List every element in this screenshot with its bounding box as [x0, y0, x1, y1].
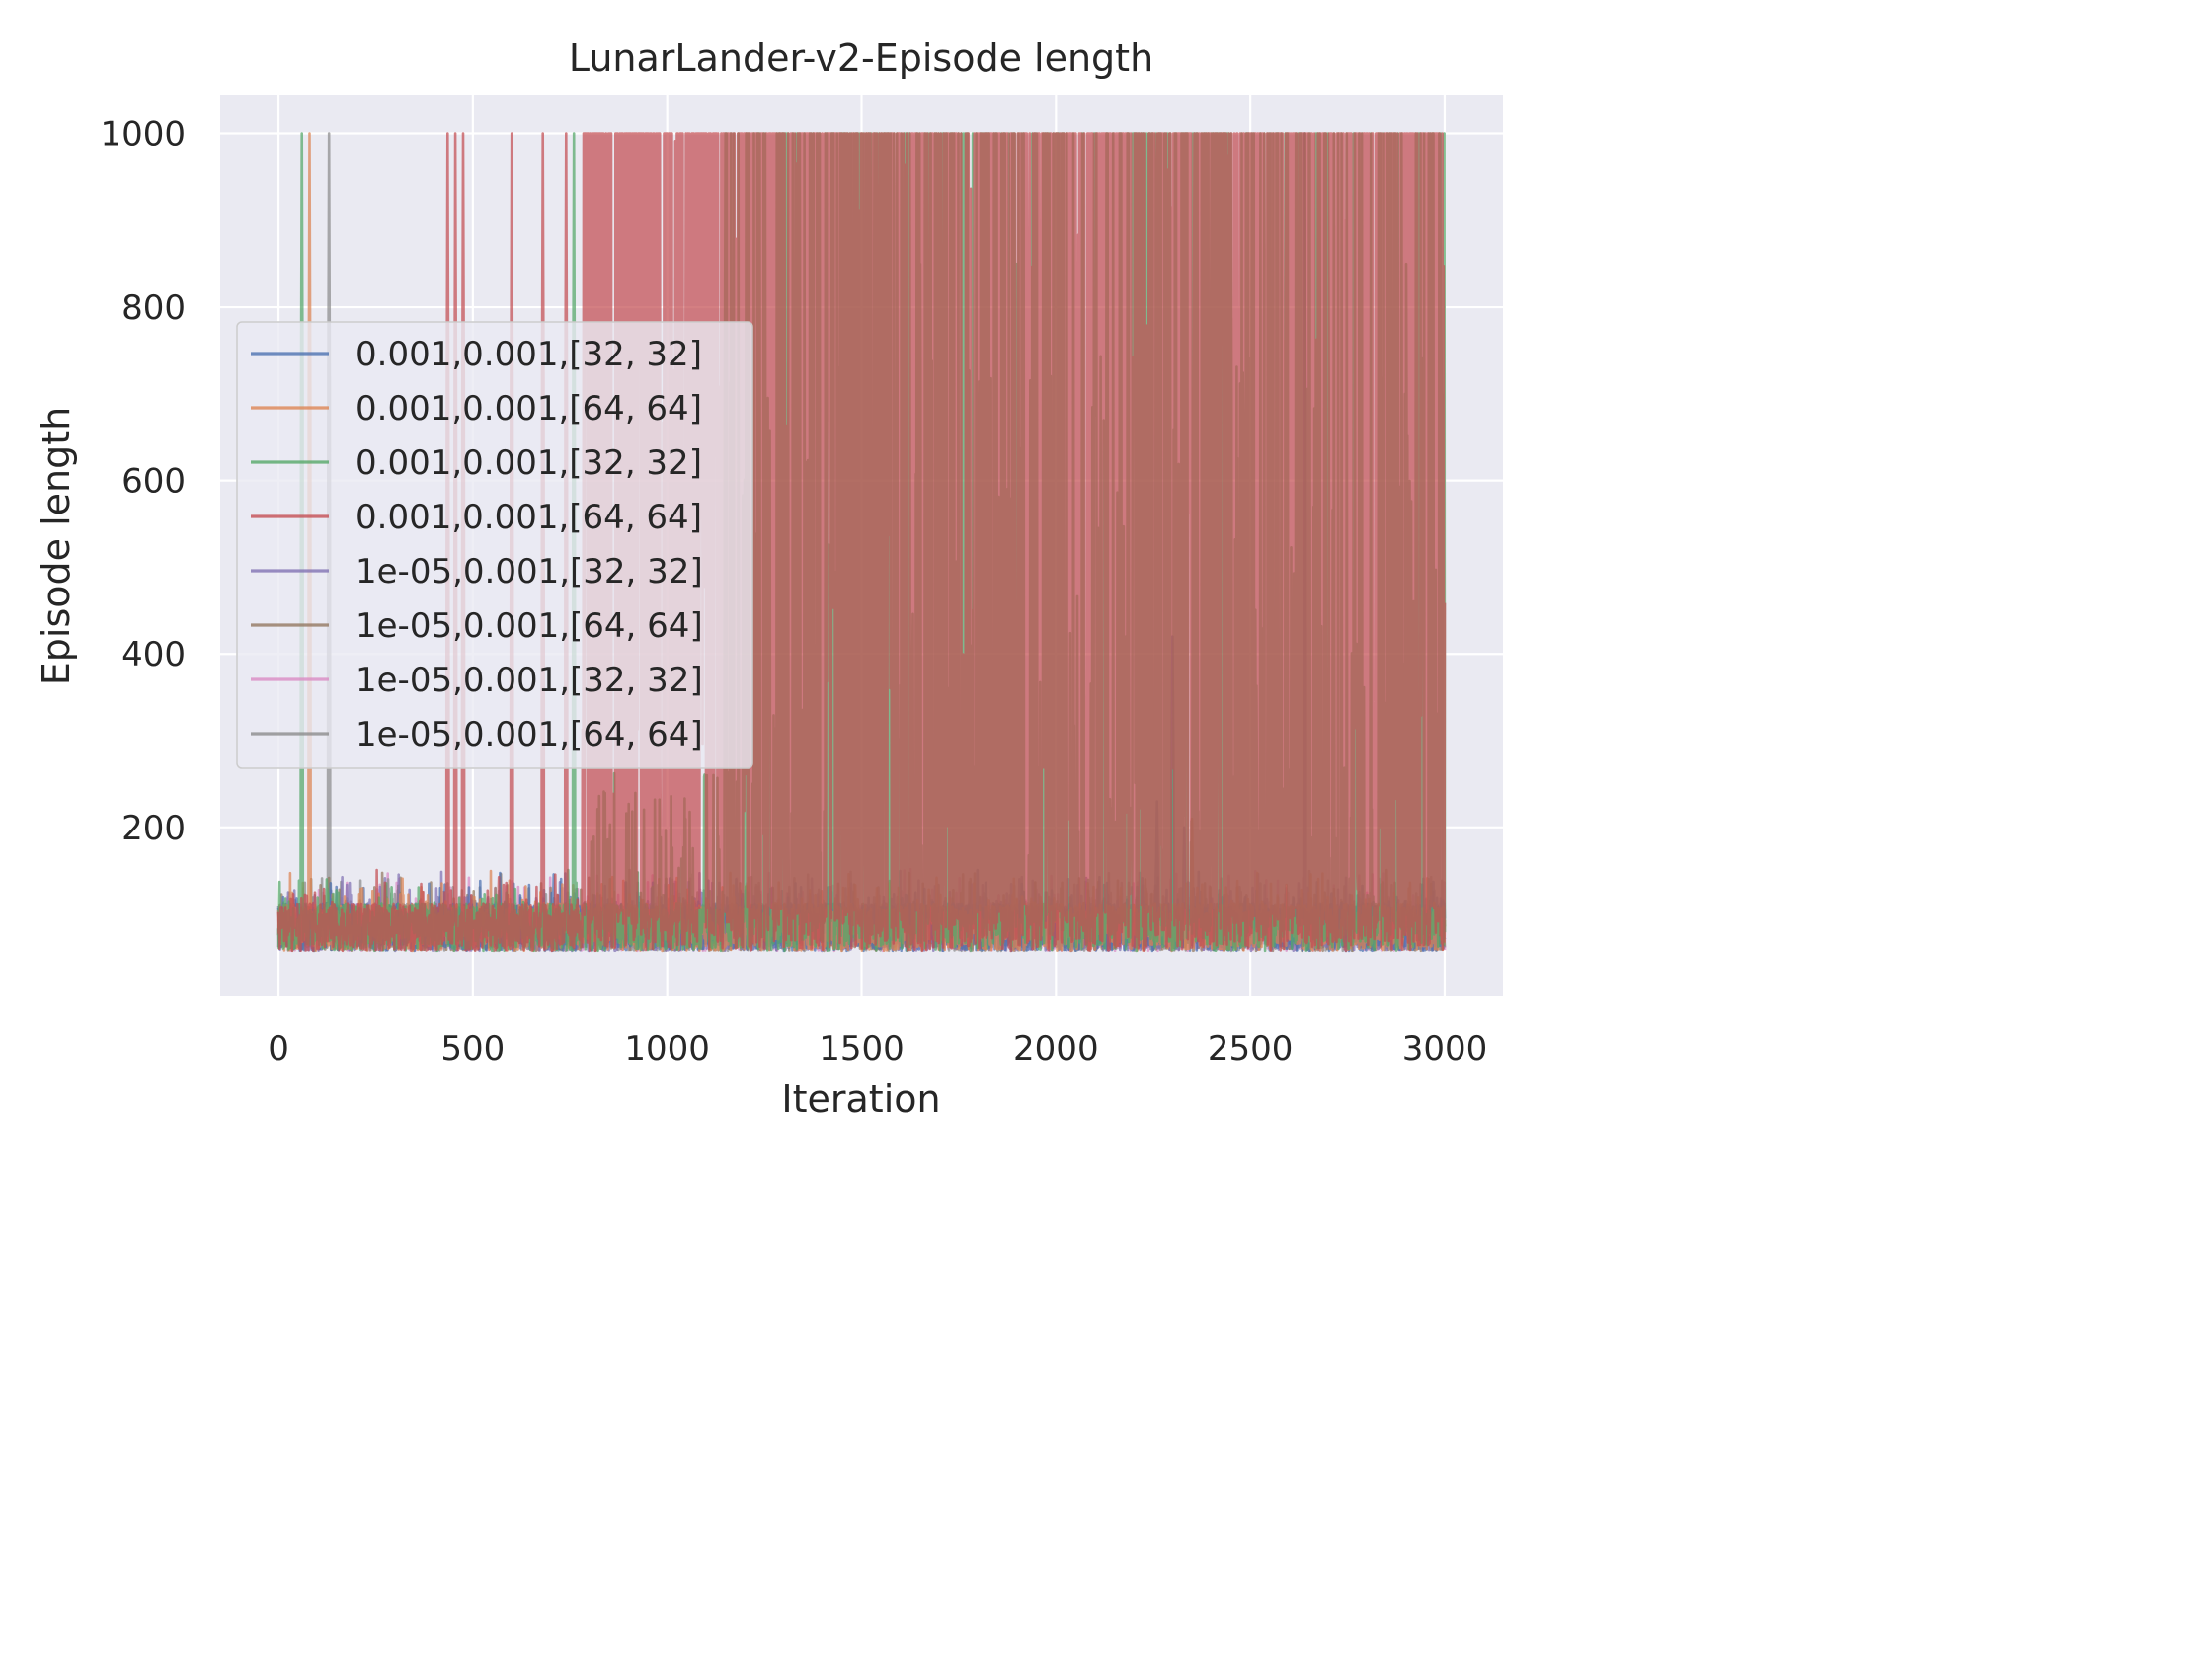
legend-label: 1e-05,0.001,[64, 64]: [356, 606, 703, 646]
line-chart: LunarLander-v2-Episode length 0 500 1000 15…: [35, 37, 1503, 1121]
x-tick-label: 2000: [1013, 1029, 1099, 1068]
x-axis-label: Iteration: [781, 1077, 940, 1121]
x-tick-label: 0: [268, 1029, 289, 1068]
series-line: [276, 132, 1447, 953]
legend-label: 1e-05,0.001,[64, 64]: [356, 715, 703, 754]
y-tick-labels: 200 400 600 800 1000: [100, 116, 186, 848]
y-tick-label: 400: [121, 635, 186, 674]
y-tick-label: 200: [121, 809, 186, 848]
x-tick-label: 2500: [1208, 1029, 1294, 1068]
legend-label: 1e-05,0.001,[32, 32]: [356, 552, 703, 592]
y-tick-label: 800: [121, 288, 186, 328]
x-tick-label: 500: [440, 1029, 505, 1068]
legend-label: 0.001,0.001,[32, 32]: [356, 443, 702, 483]
legend-box: [236, 321, 753, 769]
x-tick-label: 1000: [624, 1029, 710, 1068]
y-tick-label: 1000: [100, 116, 186, 155]
legend: 0.001,0.001,[32, 32] 0.001,0.001,[64, 64]…: [236, 321, 753, 769]
x-tick-label: 1500: [819, 1029, 905, 1068]
x-tick-label: 3000: [1402, 1029, 1488, 1068]
legend-label: 0.001,0.001,[64, 64]: [356, 389, 702, 429]
y-axis-label: Episode length: [35, 407, 78, 685]
x-tick-labels: 0 500 1000 1500 2000 2500 3000: [268, 1029, 1487, 1068]
y-tick-label: 600: [121, 462, 186, 502]
legend-label: 1e-05,0.001,[32, 32]: [356, 661, 703, 700]
legend-label: 0.001,0.001,[64, 64]: [356, 498, 702, 537]
chart-title: LunarLander-v2-Episode length: [569, 37, 1153, 80]
series-layer: [276, 132, 1447, 953]
legend-label: 0.001,0.001,[32, 32]: [356, 335, 702, 374]
